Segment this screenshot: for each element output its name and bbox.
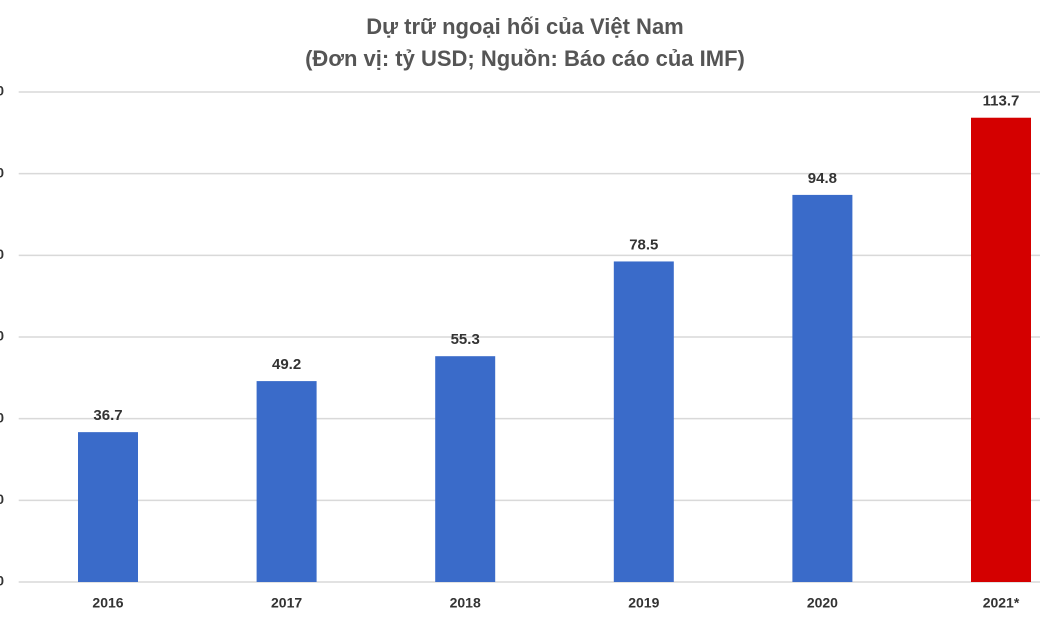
y-tick-label: 40 xyxy=(0,409,4,425)
y-tick-label: 100 xyxy=(0,164,4,180)
value-label: 55.3 xyxy=(451,331,480,348)
bar xyxy=(78,432,138,582)
x-tick-label: 2016 xyxy=(92,595,123,611)
x-tick-label: 2020 xyxy=(807,595,838,611)
value-label: 36.7 xyxy=(93,407,122,424)
x-tick-label: 2021* xyxy=(983,595,1020,611)
value-label: 94.8 xyxy=(808,170,837,187)
chart-title: Dự trữ ngoại hối của Việt Nam xyxy=(366,14,684,39)
bar xyxy=(792,194,853,582)
value-label: 113.7 xyxy=(983,93,1020,110)
y-tick-label: 120 xyxy=(0,83,4,99)
y-tick-label: 80 xyxy=(0,246,4,262)
x-tick-label: 2019 xyxy=(628,595,659,611)
y-tick-label: 20 xyxy=(0,491,4,507)
x-tick-label: 2017 xyxy=(271,595,302,611)
bar xyxy=(435,356,496,582)
y-tick-label: 0 xyxy=(0,573,4,589)
value-label: 78.5 xyxy=(629,236,658,253)
x-tick-label: 2018 xyxy=(450,595,481,611)
bar xyxy=(613,261,674,582)
value-label: 49.2 xyxy=(272,356,301,373)
bar xyxy=(256,381,317,582)
y-tick-label: 60 xyxy=(0,328,4,344)
bar xyxy=(971,117,1031,582)
chart-subtitle: (Đơn vị: tỷ USD; Nguồn: Báo cáo của IMF) xyxy=(305,46,745,71)
